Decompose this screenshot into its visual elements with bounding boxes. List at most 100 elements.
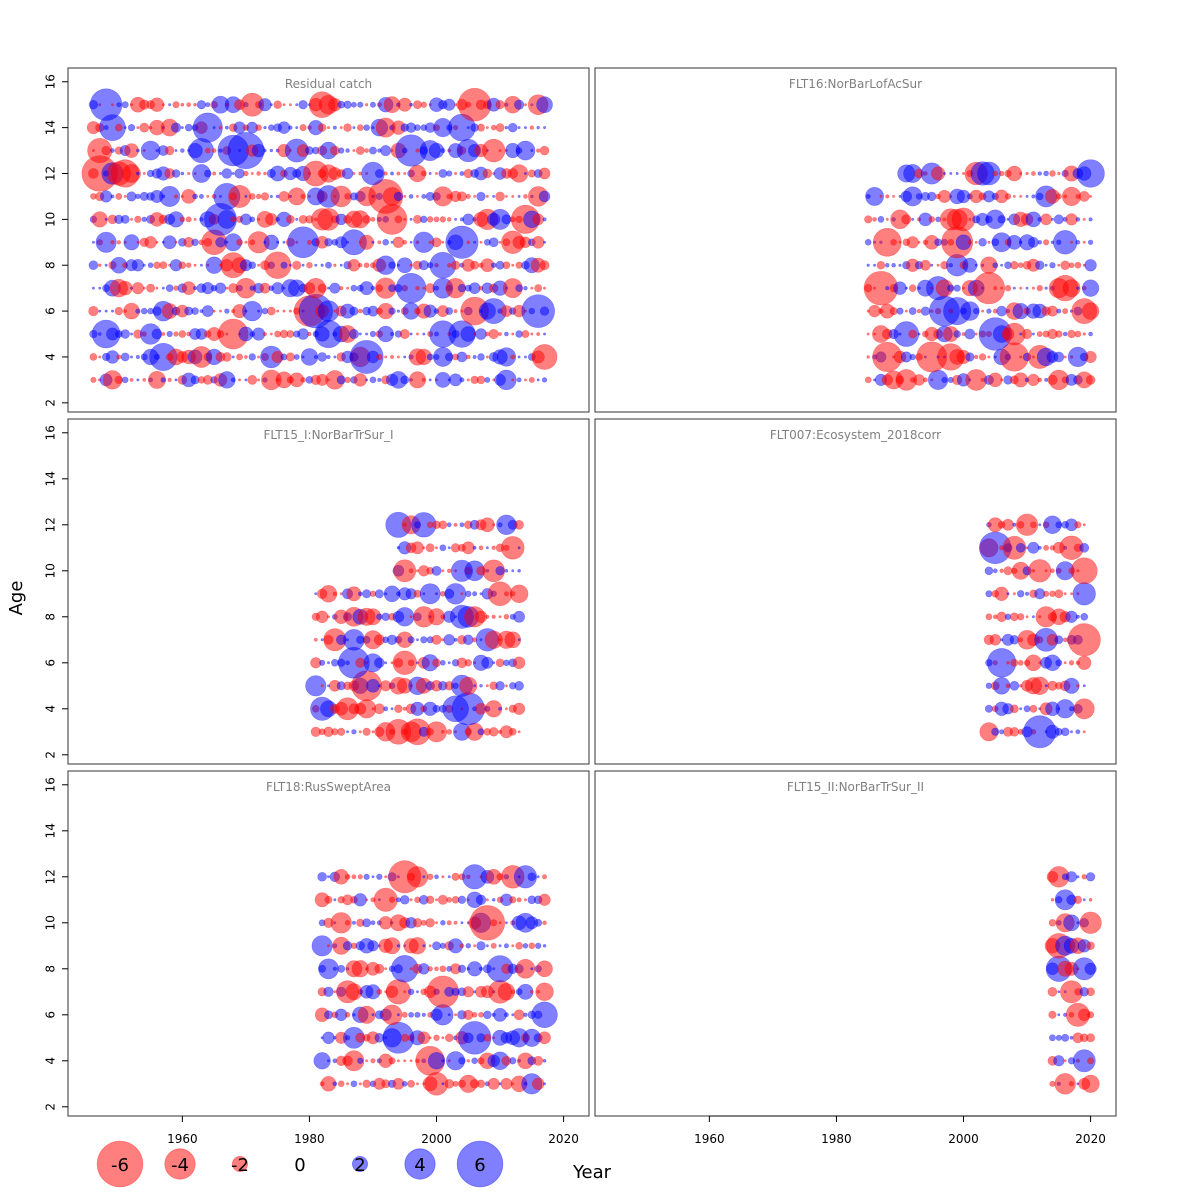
residual-bubble (517, 568, 521, 573)
residual-bubble (320, 638, 324, 642)
residual-bubble (88, 260, 99, 271)
residual-bubble (941, 376, 948, 384)
residual-bubble (1062, 308, 1069, 315)
residual-bubble (280, 261, 288, 269)
residual-bubble (1075, 239, 1081, 245)
residual-bubble (974, 332, 978, 336)
residual-bubble (1016, 590, 1025, 598)
residual-bubble (435, 898, 439, 902)
residual-bubble (511, 194, 515, 198)
residual-bubble (523, 103, 527, 107)
residual-bubble (466, 378, 470, 382)
residual-bubble (444, 1078, 455, 1089)
residual-bubble (465, 354, 471, 360)
residual-bubble (370, 216, 376, 222)
residual-bubble (199, 263, 203, 267)
residual-bubble (967, 240, 973, 245)
residual-bubble (447, 1013, 451, 1017)
residual-bubble (324, 238, 333, 247)
residual-bubble (243, 170, 249, 177)
residual-bubble (503, 591, 509, 597)
residual-bubble (542, 1058, 547, 1063)
residual-bubble (1030, 171, 1036, 176)
residual-bubble (344, 193, 351, 200)
residual-bubble (1084, 350, 1097, 364)
residual-bubble (543, 126, 547, 130)
residual-bubble (1076, 875, 1080, 879)
residual-bubble (134, 215, 142, 223)
residual-bubble (236, 353, 243, 361)
residual-bubble (865, 187, 884, 206)
residual-bubble (1010, 658, 1019, 667)
residual-bubble (1081, 874, 1087, 880)
residual-bubble (180, 171, 185, 176)
residual-bubble (441, 875, 445, 879)
legend-label: 4 (414, 1155, 425, 1176)
residual-bubble (440, 148, 446, 154)
residual-bubble (495, 658, 505, 668)
residual-bubble (415, 194, 419, 198)
residual-bubble (269, 103, 273, 107)
residual-bubble (460, 592, 464, 596)
y-axis-label: Age (6, 581, 27, 616)
residual-bubble (1081, 279, 1100, 297)
residual-bubble (140, 307, 148, 315)
residual-bubble (420, 170, 427, 177)
residual-bubble (288, 309, 292, 313)
residual-bubble (180, 102, 185, 107)
residual-bubble (527, 872, 537, 882)
residual-bubble (942, 171, 946, 175)
residual-bubble (161, 286, 165, 290)
residual-bubble (446, 896, 453, 903)
residual-bubble (901, 214, 912, 225)
residual-bubble (539, 306, 550, 316)
residual-bubble (139, 122, 150, 133)
residual-bubble (992, 170, 999, 177)
residual-bubble (488, 727, 499, 737)
residual-bubble (433, 1034, 440, 1042)
residual-bubble (490, 262, 497, 268)
legend-item: -6 (96, 1140, 144, 1188)
residual-bubble (353, 893, 367, 907)
x-axis-label: Year (572, 1162, 612, 1183)
residual-bubble (513, 865, 538, 889)
residual-bubble (458, 1057, 466, 1065)
residual-bubble (368, 146, 377, 155)
residual-bubble (898, 263, 902, 267)
residual-bubble (351, 920, 356, 925)
residual-bubble (998, 170, 1005, 177)
residual-bubble (476, 1079, 486, 1088)
residual-bubble (454, 1013, 458, 1017)
residual-bubble (193, 286, 198, 291)
residual-bubble (358, 730, 362, 734)
residual-bubble (337, 727, 346, 736)
residual-bubble (428, 240, 432, 244)
residual-bubble (407, 636, 415, 644)
residual-bubble (443, 98, 456, 111)
residual-bubble (249, 216, 256, 223)
residual-bubble (913, 374, 925, 386)
residual-bubble (468, 282, 481, 295)
residual-bubble (276, 240, 280, 244)
residual-bubble (465, 193, 471, 200)
residual-bubble (1044, 263, 1048, 267)
residual-bubble (434, 874, 439, 880)
residual-bubble (350, 284, 358, 292)
residual-bubble (224, 125, 229, 130)
residual-bubble (1044, 684, 1048, 688)
residual-bubble (515, 284, 523, 293)
residual-bubble (403, 194, 407, 198)
residual-bubble (435, 592, 439, 596)
residual-bubble (1006, 592, 1010, 596)
residual-bubble (1087, 239, 1094, 245)
residual-bubble (1031, 332, 1035, 336)
residual-bubble (485, 944, 489, 948)
residual-bubble (121, 376, 129, 384)
residual-bubble (326, 661, 330, 665)
residual-bubble (485, 194, 489, 198)
residual-bubble (473, 194, 477, 198)
residual-bubble (1012, 592, 1016, 596)
residual-bubble (1063, 592, 1067, 596)
residual-bubble (543, 240, 547, 244)
residual-bubble (473, 944, 477, 948)
